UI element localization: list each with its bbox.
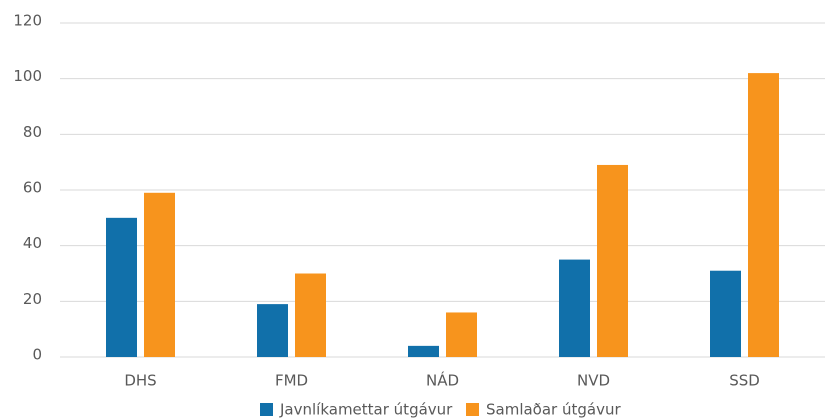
- bar: [295, 273, 326, 357]
- bar: [257, 304, 288, 357]
- x-tick-label: FMD: [275, 372, 308, 390]
- legend-label: Javnlíkamettar útgávur: [279, 401, 453, 419]
- legend-swatch: [260, 403, 273, 416]
- bar: [597, 164, 628, 357]
- x-tick-label: NÁD: [426, 371, 459, 390]
- y-tick-label: 120: [13, 12, 42, 30]
- x-tick-label: NVD: [577, 372, 610, 390]
- bar: [748, 73, 779, 357]
- y-tick-label: 100: [13, 67, 42, 85]
- bar: [446, 312, 477, 357]
- y-tick-label: 20: [23, 290, 42, 308]
- bar: [144, 192, 175, 357]
- bar: [559, 259, 590, 357]
- y-tick-label: 40: [23, 234, 42, 252]
- x-tick-label: DHS: [124, 372, 156, 390]
- legend-label: Samlaðar útgávur: [486, 401, 621, 419]
- y-tick-label: 60: [23, 179, 42, 197]
- y-tick-label: 0: [32, 346, 42, 364]
- x-tick-label: SSD: [729, 372, 760, 390]
- bar: [408, 345, 439, 357]
- bar: [106, 217, 137, 357]
- bar: [710, 270, 741, 357]
- y-tick-label: 80: [23, 123, 42, 141]
- legend-swatch: [466, 403, 479, 416]
